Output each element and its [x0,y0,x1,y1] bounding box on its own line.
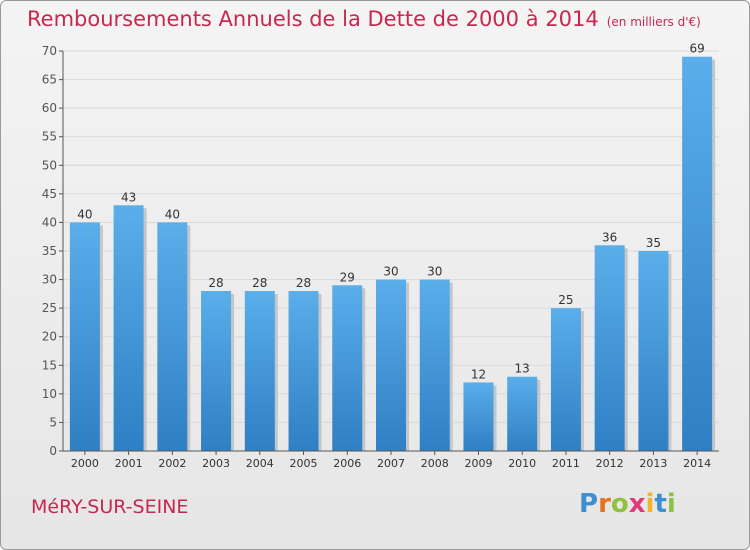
x-tick-label: 2010 [508,457,536,470]
x-tick-label: 2001 [115,457,143,470]
y-tick-label: 55 [42,130,57,144]
commune-name: MéRY-SUR-SEINE [31,496,189,518]
bar-value-label: 29 [340,270,355,284]
y-tick-label: 45 [42,187,57,201]
x-tick-label: 2003 [202,457,230,470]
y-tick-label: 35 [42,244,57,258]
x-tick-label: 2014 [683,457,711,470]
y-tick-label: 30 [42,273,57,287]
y-tick-label: 15 [42,358,57,372]
x-tick-label: 2005 [290,457,318,470]
bar-value-label: 28 [208,276,223,290]
bar [507,376,538,451]
bar [288,291,319,451]
x-tick-label: 2006 [333,457,361,470]
chart-title-text: Remboursements Annuels de la Dette de 20… [27,7,599,31]
y-tick-label: 0 [49,444,57,458]
chart-title: Remboursements Annuels de la Dette de 20… [27,7,701,31]
y-tick-label: 60 [42,101,57,115]
bar-value-label: 69 [689,42,704,56]
bar-value-label: 40 [165,207,180,221]
y-tick-label: 40 [42,215,57,229]
bar-value-label: 25 [558,293,573,307]
bar [157,222,188,451]
bar-value-label: 43 [121,190,136,204]
y-tick-label: 50 [42,158,57,172]
bar [419,279,450,451]
bar-value-label: 30 [427,265,442,279]
y-tick-label: 5 [49,415,57,429]
y-tick-label: 10 [42,387,57,401]
x-tick-label: 2013 [639,457,667,470]
bar-value-label: 13 [515,362,530,376]
bar-value-label: 30 [383,265,398,279]
y-tick-label: 65 [42,73,57,87]
bar-value-label: 12 [471,367,486,381]
bar [332,285,363,451]
bar-value-label: 40 [77,207,92,221]
proxiti-logo: Proxiti [579,489,676,519]
x-tick-label: 2000 [71,457,99,470]
bar [69,222,100,451]
chart-subtitle: (en milliers d'€) [606,15,701,29]
bar [376,279,406,451]
y-tick-label: 25 [42,301,57,315]
bar [463,382,494,451]
x-tick-label: 2008 [421,457,449,470]
bar-value-label: 28 [296,276,311,290]
bar [244,291,275,451]
y-tick-label: 70 [42,44,57,58]
x-tick-label: 2004 [246,457,274,470]
x-tick-label: 2012 [596,457,624,470]
bar-value-label: 28 [252,276,267,290]
bar [201,291,232,451]
x-tick-label: 2011 [552,457,580,470]
bar [682,56,713,451]
bar [638,251,669,451]
y-tick-label: 20 [42,330,57,344]
x-tick-label: 2009 [464,457,492,470]
bar-value-label: 35 [646,236,661,250]
bar-value-label: 36 [602,230,617,244]
bar [550,308,581,451]
x-tick-label: 2007 [377,457,405,470]
bar [113,205,144,451]
x-tick-label: 2002 [158,457,186,470]
bar [594,245,625,451]
